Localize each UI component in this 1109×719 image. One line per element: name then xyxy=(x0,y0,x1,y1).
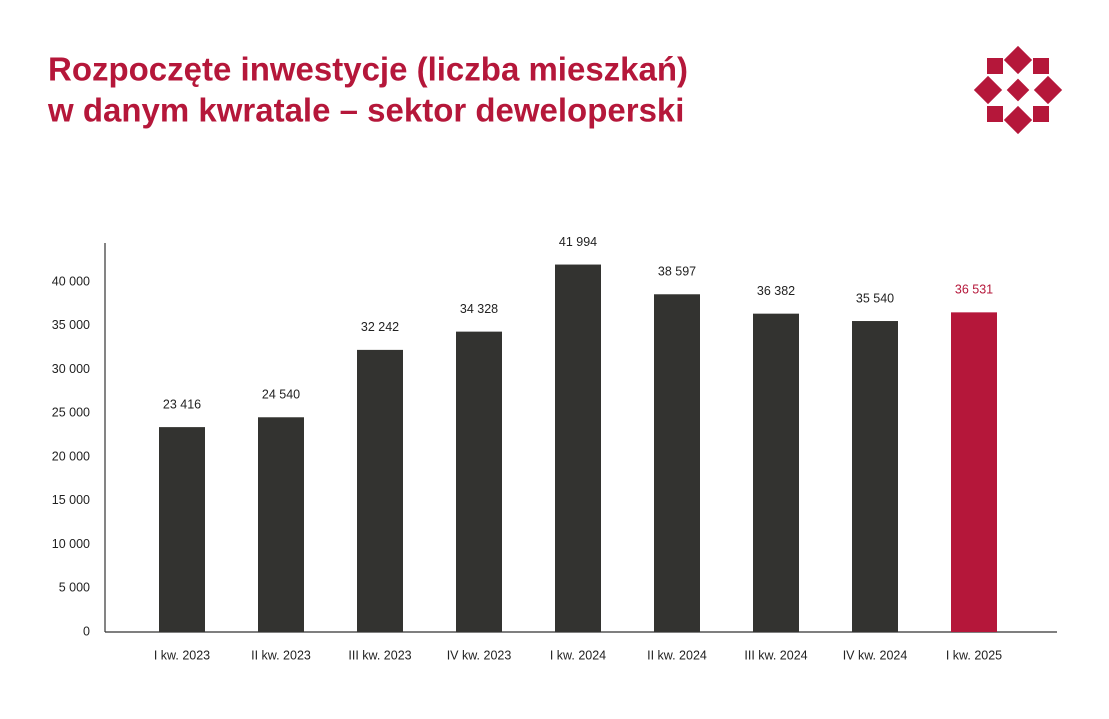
bar xyxy=(159,427,205,632)
x-tick-label: IV kw. 2023 xyxy=(447,648,512,662)
y-tick-label: 15 000 xyxy=(52,493,90,507)
value-label: 38 597 xyxy=(658,265,696,279)
chart-title: w danym kwratale – sektor deweloperski xyxy=(47,92,684,129)
y-tick-label: 35 000 xyxy=(52,318,90,332)
bar xyxy=(753,313,799,632)
x-tick-label: II kw. 2024 xyxy=(647,648,707,662)
x-tick-label: II kw. 2023 xyxy=(251,648,311,662)
bar xyxy=(654,294,700,632)
x-tick-label: I kw. 2025 xyxy=(946,648,1002,662)
value-label: 23 416 xyxy=(163,397,201,411)
value-label: 34 328 xyxy=(460,302,498,316)
y-tick-label: 25 000 xyxy=(52,406,90,420)
value-label: 36 382 xyxy=(757,284,795,298)
x-tick-label: III kw. 2024 xyxy=(744,648,807,662)
x-tick-label: I kw. 2023 xyxy=(154,648,210,662)
bar xyxy=(555,264,601,632)
chart-title: Rozpoczęte inwestycje (liczba mieszkań) xyxy=(48,51,688,88)
value-label: 35 540 xyxy=(856,291,894,305)
x-tick-label: IV kw. 2024 xyxy=(843,648,908,662)
bar xyxy=(258,417,304,632)
value-label: 41 994 xyxy=(559,235,597,249)
bar xyxy=(852,321,898,632)
y-tick-label: 30 000 xyxy=(52,362,90,376)
bar xyxy=(357,349,403,632)
y-tick-label: 40 000 xyxy=(52,274,90,288)
y-tick-label: 0 xyxy=(83,624,90,638)
y-tick-label: 20 000 xyxy=(52,449,90,463)
y-tick-label: 5 000 xyxy=(59,581,90,595)
bar xyxy=(456,331,502,632)
value-label: 36 531 xyxy=(955,283,993,297)
y-tick-label: 10 000 xyxy=(52,537,90,551)
value-label: 24 540 xyxy=(262,388,300,402)
value-label: 32 242 xyxy=(361,320,399,334)
x-tick-label: I kw. 2024 xyxy=(550,648,606,662)
logo xyxy=(973,45,1063,135)
bar xyxy=(951,312,997,632)
x-tick-label: III kw. 2023 xyxy=(348,648,411,662)
